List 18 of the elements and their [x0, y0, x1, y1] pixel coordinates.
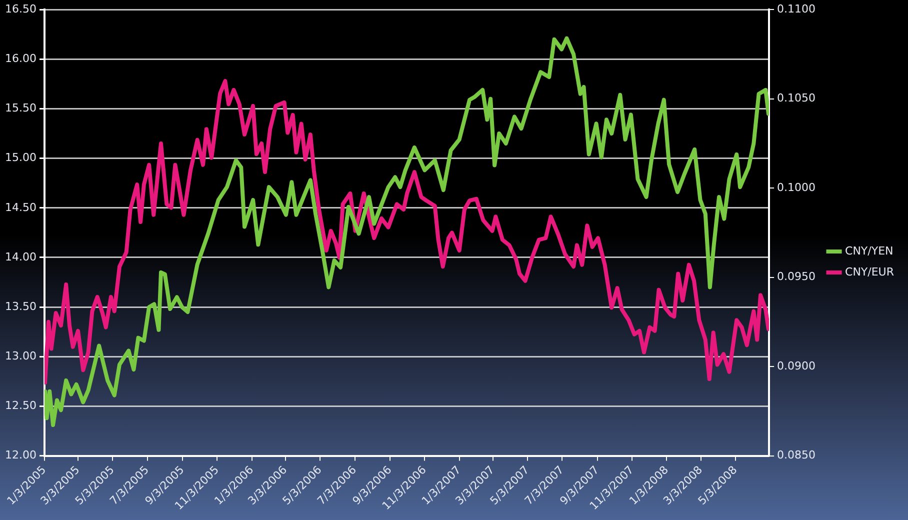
y2-tick-label: 0.1050	[777, 92, 816, 105]
y-tick-label: 12.00	[4, 448, 36, 462]
y2-tick-label: 0.1100	[777, 2, 816, 16]
y-tick-label: 13.00	[4, 349, 36, 362]
y2-tick-label: 0.0950	[777, 270, 816, 284]
y-tick-label: 14.00	[4, 250, 36, 264]
y-tick-label: 12.50	[4, 399, 36, 412]
y-tick-label: 16.00	[4, 52, 36, 66]
y-tick-label: 15.00	[4, 151, 36, 164]
y-tick-label: 16.50	[4, 2, 36, 16]
legend-label: CNY/EUR	[845, 265, 894, 278]
y2-tick-label: 0.0850	[777, 448, 816, 462]
y2-tick-label: 0.1000	[777, 180, 816, 194]
y-tick-label: 13.50	[4, 300, 36, 313]
y-tick-label: 14.50	[4, 200, 36, 214]
legend-label: CNY/YEN	[845, 244, 894, 258]
y2-tick-label: 0.0900	[777, 359, 816, 372]
y-tick-label: 15.50	[4, 102, 36, 115]
